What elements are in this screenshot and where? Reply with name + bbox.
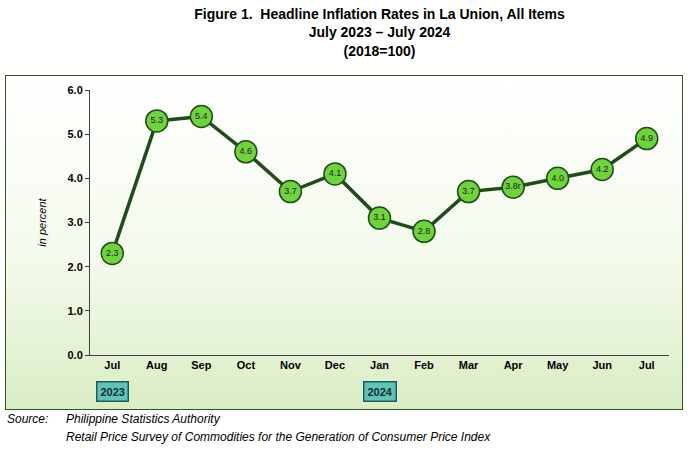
svg-text:2023: 2023 — [101, 386, 125, 398]
svg-text:Philippine Statistics Authorit: Philippine Statistics Authority — [66, 412, 221, 426]
svg-text:6.0: 6.0 — [68, 84, 83, 96]
svg-text:3.7: 3.7 — [462, 186, 475, 196]
svg-text:Oct: Oct — [237, 359, 256, 371]
svg-text:4.0: 4.0 — [551, 173, 564, 183]
svg-text:Aug: Aug — [146, 359, 167, 371]
svg-text:in percent: in percent — [36, 197, 48, 246]
svg-text:1.0: 1.0 — [68, 305, 83, 317]
svg-text:Source:: Source: — [7, 412, 48, 426]
svg-text:5.0: 5.0 — [68, 128, 83, 140]
svg-text:3.0: 3.0 — [68, 216, 83, 228]
svg-text:3.7: 3.7 — [284, 186, 297, 196]
svg-text:Apr: Apr — [504, 359, 524, 371]
svg-text:2.3: 2.3 — [106, 248, 119, 258]
svg-text:Jan: Jan — [370, 359, 389, 371]
svg-text:4.1: 4.1 — [329, 168, 342, 178]
svg-text:Nov: Nov — [280, 359, 302, 371]
svg-text:2.0: 2.0 — [68, 261, 83, 273]
svg-text:2.8: 2.8 — [418, 226, 431, 236]
svg-text:5.4: 5.4 — [195, 111, 208, 121]
svg-text:Feb: Feb — [414, 359, 434, 371]
svg-text:Jun: Jun — [592, 359, 612, 371]
svg-text:Jul: Jul — [639, 359, 655, 371]
svg-text:5.3: 5.3 — [151, 115, 164, 125]
svg-text:4.0: 4.0 — [68, 172, 83, 184]
svg-text:Mar: Mar — [459, 359, 479, 371]
svg-text:3.1: 3.1 — [373, 212, 386, 222]
svg-text:Figure 1. Headline Inflation: Figure 1. Headline Inflation Rates in La… — [194, 6, 565, 58]
svg-text:4.2: 4.2 — [596, 164, 609, 174]
svg-text:Retail Price Survey of Commodi: Retail Price Survey of Commodities for t… — [66, 430, 491, 444]
svg-text:Sep: Sep — [191, 359, 211, 371]
svg-text:May: May — [547, 359, 569, 371]
svg-text:3.8r: 3.8r — [505, 181, 521, 191]
svg-text:Jul: Jul — [104, 359, 120, 371]
svg-text:0.0: 0.0 — [68, 349, 83, 361]
svg-text:4.9: 4.9 — [640, 133, 653, 143]
svg-text:Dec: Dec — [325, 359, 345, 371]
svg-text:4.6: 4.6 — [240, 146, 253, 156]
svg-text:2024: 2024 — [368, 386, 393, 398]
